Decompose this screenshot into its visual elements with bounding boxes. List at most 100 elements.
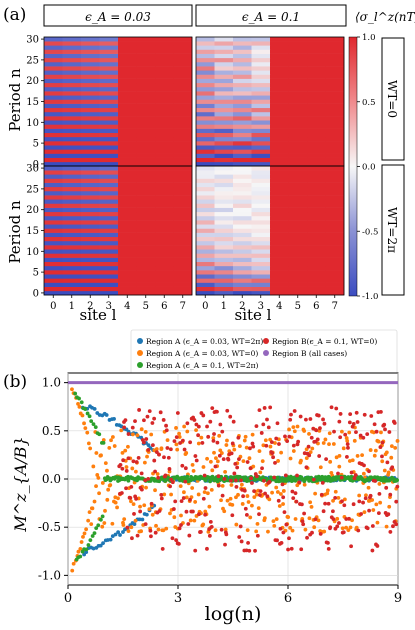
heat-cell [214,182,234,188]
heat-cell [251,145,271,150]
heat-cell [136,182,156,188]
heat-cell [307,49,326,54]
heat-cell [136,166,156,171]
heatmap-frame [195,165,345,296]
ylabel-top: Period n [6,68,24,132]
heat-cell [118,128,137,134]
data-point [116,530,121,535]
heat-cell [99,257,119,263]
heat-cell [136,37,156,42]
data-point [235,465,240,470]
data-point [292,429,297,434]
data-point [312,525,317,530]
data-point [124,486,128,491]
data-point [257,493,262,497]
xlabel-right: site l [235,306,272,324]
heat-cell [251,86,271,92]
heat-cell [136,78,156,84]
heat-cell [99,99,119,104]
heat-cell [196,45,215,50]
heat-cell [173,45,193,50]
heat-cell [288,253,308,258]
heat-cell [214,278,234,283]
heat-cell [136,232,156,238]
heat-cell [270,170,289,175]
heat-cell [251,270,271,275]
heat-cell [233,278,252,283]
heat-cell [44,240,63,246]
data-point [245,494,250,498]
data-point [331,517,336,522]
heat-cell [118,153,137,158]
heat-cell [307,232,326,238]
data-point [208,419,213,424]
data-point [304,456,309,461]
heat-cell [62,124,82,129]
heat-cell [288,228,308,233]
heat-cell [81,99,100,104]
heat-cell [118,207,137,213]
heat-cell [44,153,63,158]
data-point [239,539,244,544]
data-point [321,441,326,445]
data-point [157,509,162,513]
data-point [154,447,159,451]
data-point [166,455,171,460]
heat-cell [325,270,345,275]
heat-cell [214,286,234,292]
heat-cell [118,61,137,67]
heat-cell [307,265,326,271]
heat-cell [173,107,193,113]
data-point [172,515,177,520]
heat-cell [62,128,82,134]
heat-cell [270,141,289,146]
heat-cell [62,236,82,242]
heat-cell [233,245,252,250]
data-point [377,491,382,496]
heat-cell [251,53,271,59]
heat-cell [136,195,156,200]
heat-cell [136,286,156,292]
heat-cell [118,70,137,75]
heat-cell [307,257,326,263]
heat-cell [173,153,193,158]
data-point [161,528,166,533]
heat-cell [214,103,234,109]
heat-cell [325,257,345,263]
heat-cell [288,61,308,67]
heat-cell [62,270,82,275]
heat-cell [214,170,234,175]
data-point [303,527,308,532]
heat-cell [270,45,289,50]
data-point [171,507,176,511]
data-point [196,492,201,497]
heat-cell [233,49,252,54]
heat-cell [118,86,137,92]
heat-cell [155,37,174,42]
data-point [97,432,102,437]
y-tick-label: 1.0 [42,376,61,390]
heat-cell [81,128,100,134]
heat-cell [44,166,63,171]
heat-cell [325,124,345,129]
heat-cell [99,270,119,275]
heat-cell [270,224,289,229]
heat-cell [118,257,137,263]
heat-cell [99,265,119,271]
x-tick-label: 4 [276,301,282,312]
data-point [91,422,96,427]
heat-cell [288,132,308,138]
heat-cell [136,111,156,117]
heat-cell [62,245,82,250]
heat-cell [307,141,326,146]
heat-cell [173,57,193,63]
data-point [232,447,237,452]
heat-cell [99,132,119,138]
heat-cell [196,37,215,42]
data-point [356,528,361,533]
data-point [307,453,312,458]
data-point [223,542,227,547]
heat-cell [288,249,308,254]
heat-cell [288,270,308,275]
data-point [362,412,367,417]
